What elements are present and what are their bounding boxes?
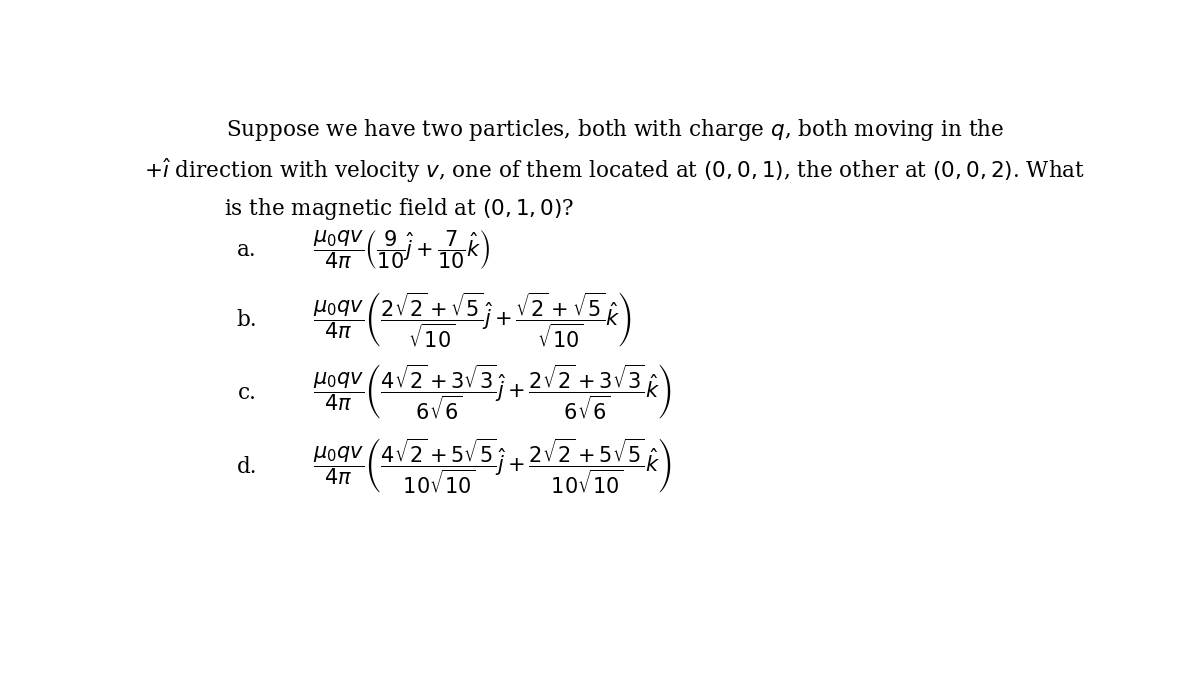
Text: $\dfrac{\mu_0 qv}{4\pi}\left(\dfrac{9}{10}\hat{j} + \dfrac{7}{10}\hat{k}\right)$: $\dfrac{\mu_0 qv}{4\pi}\left(\dfrac{9}{1… [313,228,490,271]
Text: d.: d. [236,456,257,478]
Text: b.: b. [236,309,257,331]
Text: Suppose we have two particles, both with charge $q$, both moving in the: Suppose we have two particles, both with… [226,117,1004,143]
Text: a.: a. [238,239,257,261]
Text: c.: c. [238,382,257,404]
Text: $+\hat{\imath}$ direction with velocity $v$, one of them located at $(0,0,1)$, t: $+\hat{\imath}$ direction with velocity … [144,157,1086,185]
Text: is the magnetic field at $(0,1,0)$?: is the magnetic field at $(0,1,0)$? [224,196,575,222]
Text: $\dfrac{\mu_0 qv}{4\pi}\left(\dfrac{2\sqrt{2}+\sqrt{5}}{\sqrt{10}}\hat{j} + \dfr: $\dfrac{\mu_0 qv}{4\pi}\left(\dfrac{2\sq… [313,290,631,350]
Text: $\dfrac{\mu_0 qv}{4\pi}\left(\dfrac{4\sqrt{2}+5\sqrt{5}}{10\sqrt{10}}\hat{j} + \: $\dfrac{\mu_0 qv}{4\pi}\left(\dfrac{4\sq… [313,437,672,496]
Text: $\dfrac{\mu_0 qv}{4\pi}\left(\dfrac{4\sqrt{2}+3\sqrt{3}}{6\sqrt{6}}\hat{j} + \df: $\dfrac{\mu_0 qv}{4\pi}\left(\dfrac{4\sq… [313,363,672,423]
